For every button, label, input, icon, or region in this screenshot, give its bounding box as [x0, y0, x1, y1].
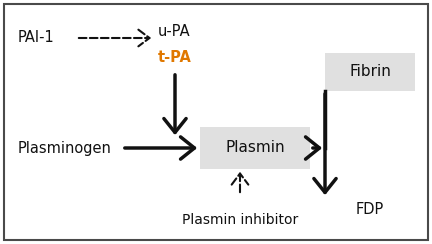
Text: PAI-1: PAI-1 — [18, 30, 55, 45]
Text: u-PA: u-PA — [158, 24, 191, 40]
Text: Plasmin: Plasmin — [225, 141, 285, 155]
Text: FDP: FDP — [356, 203, 384, 217]
Text: Plasminogen: Plasminogen — [18, 141, 112, 155]
Text: Fibrin: Fibrin — [349, 64, 391, 80]
Text: Plasmin inhibitor: Plasmin inhibitor — [182, 213, 298, 227]
Bar — [200, 127, 310, 169]
Bar — [325, 53, 415, 91]
Text: t-PA: t-PA — [158, 50, 192, 64]
